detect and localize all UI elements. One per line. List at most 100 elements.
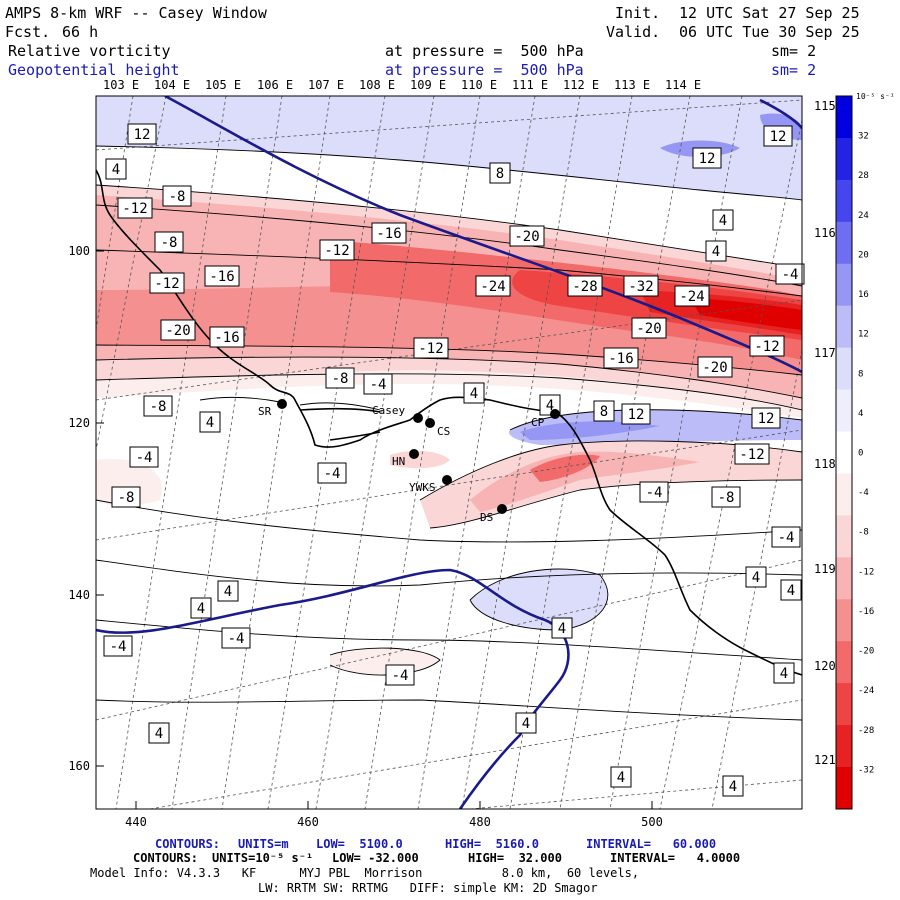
field1-smooth: sm= 2 — [771, 42, 817, 60]
contour-label: -24 — [475, 275, 511, 297]
colorbar-unit: 10⁻⁵ s⁻¹ — [856, 92, 895, 101]
colorbar-cell — [836, 641, 852, 684]
contour-label: -12 — [749, 335, 785, 357]
coastline — [96, 169, 802, 676]
svg-text:4: 4 — [522, 716, 530, 732]
svg-text:4: 4 — [752, 570, 760, 586]
station-hn[interactable]: HN — [392, 449, 419, 468]
colorbar-cell — [836, 179, 852, 223]
contour-label: -20 — [509, 225, 545, 247]
colorbar-cell — [836, 305, 852, 349]
station-ywks[interactable]: YWKS — [409, 475, 452, 494]
station-sr[interactable]: SR — [258, 399, 287, 418]
svg-text:-24: -24 — [679, 289, 704, 305]
contour-label: 12 — [621, 403, 651, 425]
svg-text:-4: -4 — [392, 668, 409, 684]
colorbar-label: 8 — [858, 369, 863, 379]
svg-text:8: 8 — [600, 404, 608, 420]
contour-label: -12 — [413, 337, 449, 359]
contour-label: -4 — [771, 526, 801, 548]
contour-label: -16 — [209, 326, 245, 348]
footer-contours1-label: CONTOURS: — [155, 837, 221, 851]
contour-label: 4 — [745, 566, 767, 588]
svg-text:4: 4 — [546, 398, 554, 414]
footer-contours2-high: HIGH= 32.000 — [468, 851, 562, 865]
contour-label: 4 — [199, 411, 221, 433]
plot-frame — [95, 95, 803, 810]
svg-text:4: 4 — [719, 213, 727, 229]
colorbar-cell — [836, 96, 852, 139]
contour-label: 4 — [780, 579, 802, 601]
contour-label: 12 — [763, 125, 793, 147]
lon-label: 104 E — [154, 78, 190, 92]
svg-text:12: 12 — [770, 129, 787, 145]
colorbar-cell — [836, 473, 852, 516]
station-ds[interactable]: DS — [480, 504, 507, 524]
svg-text:-16: -16 — [608, 351, 633, 367]
negative-vorticity-band — [420, 440, 802, 528]
colorbar-cell — [836, 683, 852, 726]
svg-text:-12: -12 — [122, 201, 147, 217]
contour-label: -12 — [149, 272, 185, 294]
shaded-vorticity — [96, 96, 802, 676]
lon-label: 109 E — [410, 78, 446, 92]
contour-label: -20 — [697, 356, 733, 378]
colorbar-label: -24 — [858, 686, 874, 696]
footer-contours2-units: UNITS=10⁻⁵ s⁻¹ — [212, 851, 314, 865]
colorbar-label: 4 — [858, 409, 863, 419]
contour-labels: 12 4 -8 -12 -8 -12 -16 -20 -16 -12 -16 -… — [103, 123, 805, 797]
svg-text:-4: -4 — [324, 466, 341, 482]
svg-text:12: 12 — [134, 127, 151, 143]
contour-label: -24 — [674, 285, 710, 307]
field2-smooth: sm= 2 — [771, 61, 817, 79]
y-tick-label: 100 — [68, 244, 90, 258]
svg-text:4: 4 — [112, 162, 120, 178]
contour-label: -16 — [371, 222, 407, 244]
contour-label: -32 — [623, 275, 659, 297]
negative-vorticity-band — [96, 370, 802, 418]
lon-label: 106 E — [257, 78, 293, 92]
valid-time: 06 UTC Tue 30 Sep 25 — [679, 23, 860, 41]
footer-contours2-label: CONTOURS: — [133, 851, 199, 865]
contour-label: 4 — [722, 775, 744, 797]
lon-label: 107 E — [308, 78, 344, 92]
svg-text:-8: -8 — [169, 189, 186, 205]
contour-label: 4 — [610, 766, 632, 788]
svg-text:-16: -16 — [209, 269, 234, 285]
negative-vorticity-band — [470, 451, 700, 512]
contour-label: -4 — [639, 481, 669, 503]
colorbar-label: -32 — [858, 765, 874, 775]
lon-label: 108 E — [359, 78, 395, 92]
contour-label: 8 — [593, 400, 615, 422]
footer-model-info: Model Info: V4.3.3 KF MYJ PBL Morrison 8… — [90, 866, 640, 880]
colorbar-cell — [836, 263, 852, 307]
colorbar-cell — [836, 725, 852, 768]
negative-vorticity-core — [530, 454, 600, 482]
contour-label: -8 — [154, 231, 184, 253]
lon-label: 110 E — [461, 78, 497, 92]
svg-text:4: 4 — [712, 244, 720, 260]
station-cs[interactable]: CS — [425, 418, 450, 438]
contour-label: 4 — [148, 722, 170, 744]
svg-text:-12: -12 — [324, 243, 349, 259]
lon-labels-top: 103 E 104 E 105 E 106 E 107 E 108 E 109 … — [103, 78, 701, 92]
station-casey[interactable]: Casey — [372, 404, 423, 423]
lon-lat-grid — [96, 96, 802, 809]
x-tick-label: 440 — [125, 815, 147, 829]
station-cp[interactable]: CP — [531, 409, 560, 429]
grid-y-ticks: 100 120 140 160 — [68, 244, 104, 773]
field1-name: Relative vorticity — [8, 42, 171, 60]
contour-label: -20 — [631, 317, 667, 339]
colorbar-cell — [836, 431, 852, 474]
x-tick-label: 460 — [297, 815, 319, 829]
svg-text:-24: -24 — [480, 279, 505, 295]
contour-label: 4 — [551, 617, 573, 639]
svg-text:Casey: Casey — [372, 404, 405, 417]
svg-text:CS: CS — [437, 425, 450, 438]
colorbar-label: 16 — [858, 290, 869, 300]
colorbar-cell — [836, 137, 852, 181]
svg-text:-4: -4 — [782, 267, 799, 283]
contour-label: 4 — [515, 712, 537, 734]
map-title: AMPS 8-km WRF -- Casey Window — [5, 4, 267, 22]
